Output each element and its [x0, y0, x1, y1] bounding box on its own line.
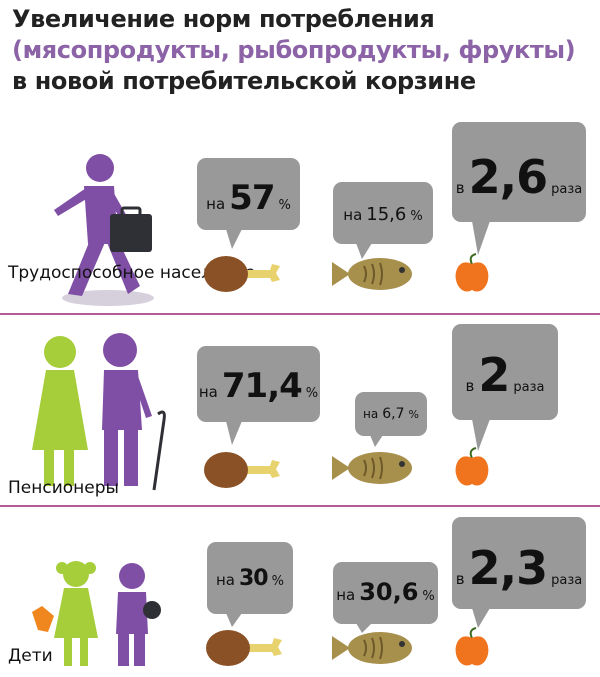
apple-icon — [455, 253, 489, 292]
page-title: Увеличение норм потребления (мясопродукт… — [12, 4, 592, 97]
fish-icon — [332, 452, 412, 484]
worker-icon — [54, 154, 154, 306]
meat-bubble: на 30 % — [207, 542, 293, 614]
children-icon — [32, 561, 161, 666]
fish-icon — [332, 632, 412, 664]
value: 71,4 — [221, 366, 303, 406]
prefix: на — [198, 383, 218, 401]
value: 30,6 — [359, 578, 419, 606]
value: 2,6 — [468, 150, 548, 204]
bubble-tail — [370, 435, 383, 447]
chicken-leg-icon — [204, 452, 280, 488]
pensioners-icon — [32, 333, 166, 491]
bubble-tail — [472, 221, 490, 255]
title-line-2: (мясопродукты, рыбопродукты, фрукты) — [12, 36, 576, 64]
prefix: на — [336, 586, 356, 604]
chicken-leg-icon — [204, 256, 280, 292]
value: 2,3 — [468, 541, 548, 595]
fish-bubble: на 30,6 % — [333, 562, 438, 624]
fish-bubble: на 15,6 % — [333, 182, 433, 244]
prefix: на — [343, 206, 363, 224]
suffix: % — [422, 589, 435, 604]
apple-icon — [455, 447, 489, 486]
prefix: в — [455, 179, 465, 197]
bubble-tail — [226, 229, 242, 249]
suffix: % — [271, 574, 284, 589]
fruit-bubble: в 2,3 раза — [452, 517, 586, 609]
fish-bubble: на 6,7 % — [355, 392, 427, 436]
chicken-leg-icon — [206, 630, 282, 666]
fruit-bubble: в 2,6 раза — [452, 122, 586, 222]
row-divider — [0, 505, 600, 507]
prefix: на — [206, 195, 226, 213]
fish-icon — [332, 258, 412, 290]
prefix: в — [455, 570, 465, 588]
bubble-tail — [226, 613, 242, 627]
title-line-1: Увеличение норм потребления — [12, 5, 435, 33]
group-label: Трудоспособное население — [8, 263, 256, 283]
apple-icon — [455, 627, 489, 666]
suffix: раза — [513, 380, 545, 395]
suffix: раза — [551, 182, 583, 197]
group-label: Дети — [8, 646, 53, 666]
suffix: % — [410, 209, 423, 224]
bubble-tail — [226, 421, 242, 445]
bubble-tail — [356, 623, 372, 633]
value: 6,7 — [382, 406, 405, 422]
suffix: раза — [551, 573, 583, 588]
value: 30 — [239, 566, 269, 591]
prefix: в — [465, 377, 475, 395]
meat-bubble: на 57 % — [197, 158, 300, 230]
suffix: % — [408, 408, 419, 421]
bubble-tail — [472, 419, 490, 451]
prefix: на — [363, 407, 379, 421]
value: 15,6 — [366, 204, 407, 225]
suffix: % — [278, 198, 291, 213]
prefix: на — [216, 571, 235, 589]
value: 57 — [229, 178, 275, 218]
meat-bubble: на 71,4 % — [197, 346, 320, 422]
group-label: Пенсионеры — [8, 478, 119, 498]
row-divider — [0, 313, 600, 315]
fruit-bubble: в 2 раза — [452, 324, 558, 420]
bubble-tail — [356, 243, 372, 259]
bubble-tail — [472, 608, 490, 628]
value: 2 — [478, 348, 510, 402]
suffix: % — [305, 386, 319, 401]
title-line-3: в новой потребительской корзине — [12, 67, 476, 95]
